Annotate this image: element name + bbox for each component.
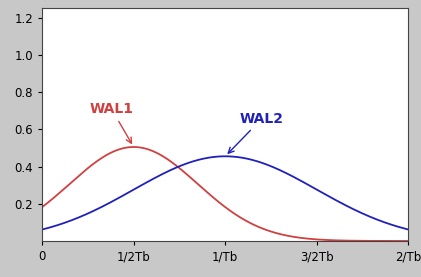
Text: WAL1: WAL1: [90, 102, 134, 143]
Text: WAL2: WAL2: [228, 112, 284, 153]
